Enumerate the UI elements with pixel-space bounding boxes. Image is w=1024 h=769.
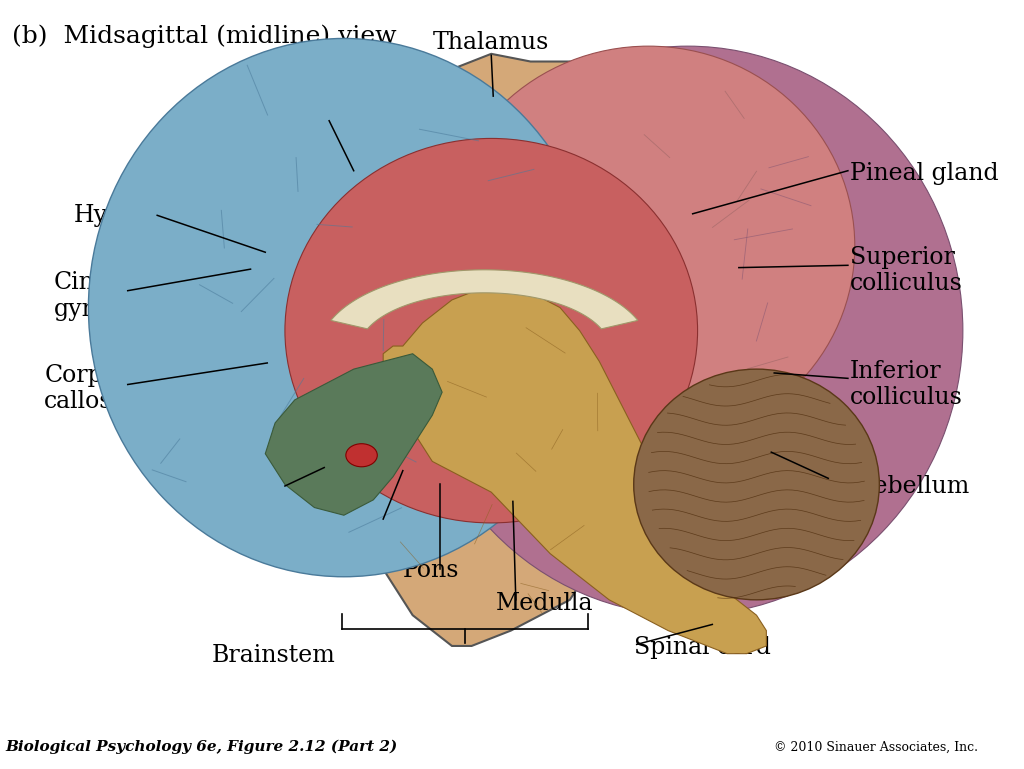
Ellipse shape xyxy=(285,138,697,523)
Text: Thalamus: Thalamus xyxy=(433,31,550,54)
Ellipse shape xyxy=(634,369,880,600)
Text: Biological Psychology 6e, Figure 2.12 (Part 2): Biological Psychology 6e, Figure 2.12 (P… xyxy=(5,739,397,754)
Text: Corpus
callosum: Corpus callosum xyxy=(44,364,151,413)
Polygon shape xyxy=(167,54,864,646)
Text: Fornix: Fornix xyxy=(291,96,368,119)
Text: Pituitary: Pituitary xyxy=(230,474,335,498)
Polygon shape xyxy=(265,354,442,515)
Text: Pons: Pons xyxy=(402,559,460,582)
Text: Spinal cord: Spinal cord xyxy=(634,636,771,659)
Text: Cerebellum: Cerebellum xyxy=(830,474,970,498)
Text: Superior
colliculus: Superior colliculus xyxy=(850,246,963,295)
Text: Cingulate
gyrus: Cingulate gyrus xyxy=(54,271,170,321)
Text: © 2010 Sinauer Associates, Inc.: © 2010 Sinauer Associates, Inc. xyxy=(773,741,978,754)
Text: Midbrain: Midbrain xyxy=(329,513,439,536)
Text: Hypothalamus: Hypothalamus xyxy=(74,204,247,227)
Text: Pineal gland: Pineal gland xyxy=(850,161,998,185)
Ellipse shape xyxy=(442,46,855,446)
Text: Brainstem: Brainstem xyxy=(211,644,335,667)
Ellipse shape xyxy=(346,444,377,467)
Ellipse shape xyxy=(413,46,963,615)
Polygon shape xyxy=(331,270,638,329)
Text: (b)  Midsagittal (midline) view: (b) Midsagittal (midline) view xyxy=(12,25,396,48)
Ellipse shape xyxy=(88,38,599,577)
Polygon shape xyxy=(383,285,766,654)
Text: Medulla: Medulla xyxy=(497,592,594,615)
Text: Inferior
colliculus: Inferior colliculus xyxy=(850,360,963,409)
